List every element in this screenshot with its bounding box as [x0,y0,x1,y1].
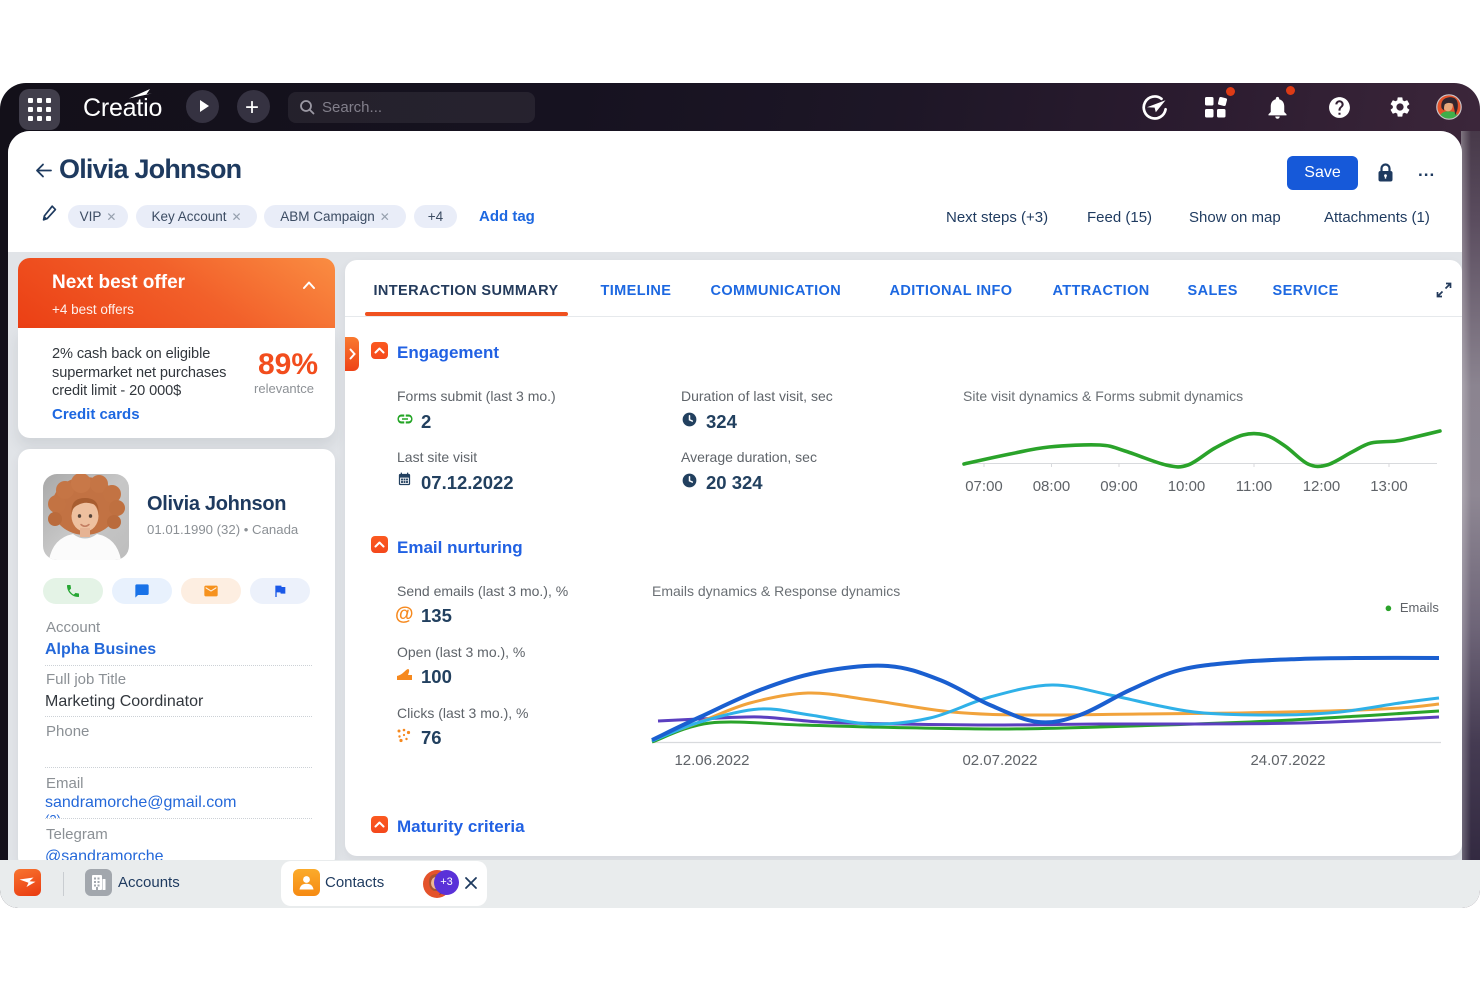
svg-text:13:00: 13:00 [1370,478,1408,495]
svg-text:08:00: 08:00 [1033,478,1071,495]
svg-text:12:00: 12:00 [1303,478,1341,495]
svg-text:09:00: 09:00 [1100,478,1138,495]
svg-text:02.07.2022: 02.07.2022 [962,752,1037,769]
svg-text:11:00: 11:00 [1236,478,1272,495]
svg-text:24.07.2022: 24.07.2022 [1250,752,1325,769]
svg-text:10:00: 10:00 [1168,478,1206,495]
svg-text:12.06.2022: 12.06.2022 [674,752,749,769]
svg-text:07:00: 07:00 [965,478,1003,495]
